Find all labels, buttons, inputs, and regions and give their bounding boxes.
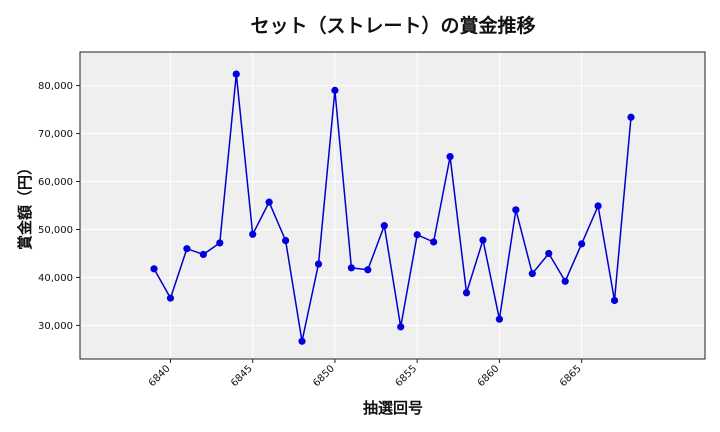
y-tick-label: 30,000	[38, 321, 73, 332]
y-tick-label: 50,000	[38, 225, 73, 236]
x-tick-label: 6845	[229, 363, 255, 389]
data-point	[298, 337, 306, 345]
y-tick-label: 70,000	[38, 129, 73, 140]
data-point	[495, 315, 504, 323]
data-point	[397, 323, 405, 331]
data-point	[347, 264, 355, 272]
data-point	[249, 230, 257, 238]
data-point	[594, 202, 602, 210]
x-tick-label: 6865	[558, 363, 584, 389]
data-point	[216, 239, 224, 247]
plot-frame	[79, 51, 706, 360]
data-point	[430, 238, 438, 246]
grid	[80, 52, 705, 359]
y-axis-label: 賞金額（円）	[16, 160, 34, 250]
x-tick-label: 6860	[476, 363, 502, 389]
data-point	[281, 236, 290, 245]
data-point	[479, 236, 487, 244]
data-point	[314, 260, 323, 268]
data-point	[610, 296, 619, 305]
data-point	[331, 86, 339, 94]
y-tick-label: 40,000	[38, 273, 73, 284]
series-line	[153, 73, 632, 343]
data-point	[627, 113, 635, 121]
y-tick-label: 80,000	[38, 81, 73, 92]
chart-title: セット（ストレート）の賞金推移	[250, 14, 535, 37]
plot-area	[80, 52, 705, 359]
series-prize-amount	[150, 70, 635, 345]
x-tick-label: 6840	[147, 363, 173, 389]
data-point	[166, 294, 175, 302]
data-point	[183, 245, 191, 253]
data-point	[232, 70, 240, 78]
x-tick-label: 6850	[311, 363, 337, 389]
x-tick-label: 6855	[394, 363, 420, 389]
data-point	[364, 266, 372, 274]
x-axis-label: 抽選回号	[363, 399, 423, 417]
data-point	[545, 249, 553, 258]
data-point	[528, 270, 536, 278]
data-point	[265, 198, 273, 206]
data-point	[413, 231, 421, 239]
data-point	[199, 250, 207, 259]
data-point	[561, 277, 569, 285]
y-tick-label: 60,000	[38, 177, 73, 188]
data-point	[578, 240, 586, 248]
data-point	[150, 265, 158, 273]
data-point	[462, 289, 471, 297]
data-point	[446, 152, 454, 161]
data-point	[512, 206, 520, 214]
data-point	[380, 222, 388, 230]
